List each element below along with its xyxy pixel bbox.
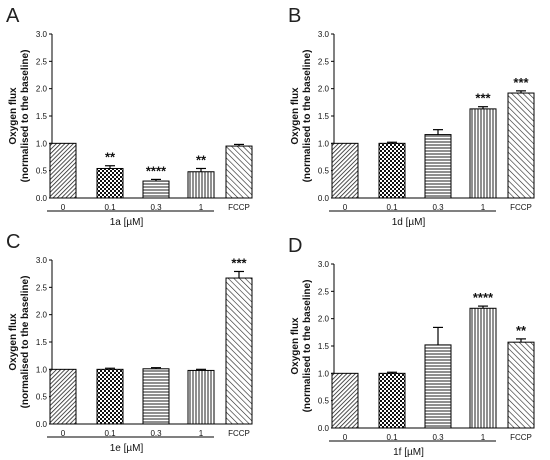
- y-tick-label: 0.0: [36, 420, 48, 429]
- significance-label: ****: [146, 163, 167, 178]
- x-tick-label: 1: [481, 433, 486, 442]
- x-axis-label: 1d [µM]: [392, 217, 426, 228]
- y-tick-label: 1.0: [36, 365, 48, 374]
- bar-1: [469, 307, 497, 429]
- panel-c: C 0.0 0.5 1.0 1.5 2.0 2.5 3.0 Oxygen flux (normal…: [6, 231, 253, 454]
- panel-letter: C: [6, 231, 20, 253]
- x-tick-label: FCCP: [510, 203, 532, 212]
- significance-label: **: [516, 323, 527, 338]
- x-axis-label: 1a [µM]: [110, 217, 144, 228]
- bar-fccp: [507, 341, 535, 429]
- x-tick-label: 1: [199, 203, 204, 212]
- x-tick-label: 0: [343, 203, 348, 212]
- bar-0-3: [142, 180, 170, 199]
- y-tick-label: 1.5: [36, 112, 48, 121]
- x-tick-label: 0: [61, 429, 66, 438]
- x-axis-label: 1f [µM]: [393, 447, 424, 458]
- y-tick-label: 0.0: [318, 194, 330, 203]
- y-axis-label-line1: Oxygen flux: [290, 317, 301, 375]
- x-tick-label: FCCP: [228, 429, 250, 438]
- x-tick-label: 0.1: [104, 429, 116, 438]
- bar-0-3: [424, 344, 452, 429]
- y-axis-label-line1: Oxygen flux: [8, 313, 19, 371]
- y-tick-label: 2.5: [36, 283, 48, 292]
- y-tick-label: 1.0: [318, 369, 330, 378]
- y-tick-label: 1.5: [318, 342, 330, 351]
- y-tick-label: 2.5: [36, 57, 48, 66]
- x-axis-label: 1e [µM]: [110, 443, 144, 454]
- significance-label: **: [105, 150, 116, 165]
- y-tick-label: 1.0: [318, 139, 330, 148]
- bar-fccp: [507, 92, 535, 199]
- y-tick-label: 0.5: [318, 167, 330, 176]
- y-tick-label: 3.0: [36, 30, 48, 39]
- bar-1: [187, 171, 215, 199]
- y-tick-label: 0.5: [36, 393, 48, 402]
- bar-0-1: [96, 167, 124, 199]
- y-tick-label: 0.0: [36, 194, 48, 203]
- x-tick-label: 0.3: [432, 433, 444, 442]
- y-tick-label: 2.5: [318, 287, 330, 296]
- y-tick-label: 0.5: [36, 167, 48, 176]
- y-tick-label: 3.0: [318, 30, 330, 39]
- x-tick-label: 0.1: [386, 433, 398, 442]
- bar-fccp: [225, 145, 253, 199]
- bar-0-1: [378, 372, 406, 429]
- bar-0-1: [378, 142, 406, 199]
- significance-label: ***: [475, 91, 491, 106]
- panel-b: B 0.0 0.5 1.0 1.5 2.0 2.5 3.0 Oxygen flux (normal…: [288, 5, 535, 228]
- x-tick-label: FCCP: [228, 203, 250, 212]
- bar-fccp: [225, 277, 253, 425]
- y-tick-label: 2.0: [36, 85, 48, 94]
- y-tick-label: 2.5: [318, 57, 330, 66]
- significance-label: **: [196, 152, 207, 167]
- y-tick-label: 1.5: [36, 338, 48, 347]
- x-tick-label: FCCP: [510, 433, 532, 442]
- y-tick-label: 0.0: [318, 424, 330, 433]
- bar-0: [49, 142, 77, 199]
- y-tick-label: 0.5: [318, 397, 330, 406]
- significance-label: ***: [513, 75, 529, 90]
- x-tick-label: 0.3: [150, 429, 162, 438]
- panel-a: A 0.0 0.5 1.0 1.5 2.0 2.5 3.0 Oxygen flux (normal…: [6, 5, 253, 228]
- x-tick-label: 0.1: [386, 203, 398, 212]
- panel-letter: B: [288, 5, 301, 27]
- x-tick-label: 0: [343, 433, 348, 442]
- panel-letter: A: [6, 5, 20, 27]
- x-tick-label: 1: [199, 429, 204, 438]
- y-tick-label: 3.0: [318, 260, 330, 269]
- y-axis-label-line1: Oxygen flux: [8, 87, 19, 145]
- y-tick-label: 2.0: [318, 315, 330, 324]
- bar-0: [49, 368, 77, 425]
- x-tick-label: 0.1: [104, 203, 116, 212]
- y-axis-label-line2: (normalised to the baseline): [20, 276, 31, 409]
- significance-label: ****: [473, 290, 494, 305]
- y-axis-label-line2: (normalised to the baseline): [302, 280, 313, 413]
- bar-0: [331, 142, 359, 199]
- x-tick-label: 1: [481, 203, 486, 212]
- bar-0-1: [96, 368, 124, 425]
- bar-0: [331, 372, 359, 429]
- panel-d: D 0.0 0.5 1.0 1.5 2.0 2.5 3.0 Oxygen flux (normal…: [288, 235, 535, 458]
- bar-1: [187, 369, 215, 425]
- y-tick-label: 2.0: [318, 85, 330, 94]
- y-axis-label-line2: (normalised to the baseline): [302, 50, 313, 183]
- bar-1: [469, 108, 497, 199]
- bar-0-3: [142, 368, 170, 425]
- y-axis-label-line1: Oxygen flux: [290, 87, 301, 145]
- x-tick-label: 0: [61, 203, 66, 212]
- y-tick-label: 1.0: [36, 139, 48, 148]
- y-tick-label: 1.5: [318, 112, 330, 121]
- x-tick-label: 0.3: [432, 203, 444, 212]
- panel-letter: D: [288, 235, 302, 257]
- significance-label: ***: [231, 255, 247, 270]
- y-tick-label: 2.0: [36, 311, 48, 320]
- y-axis-label-line2: (normalised to the baseline): [20, 50, 31, 183]
- x-tick-label: 0.3: [150, 203, 162, 212]
- y-tick-label: 3.0: [36, 256, 48, 265]
- bar-0-3: [424, 134, 452, 199]
